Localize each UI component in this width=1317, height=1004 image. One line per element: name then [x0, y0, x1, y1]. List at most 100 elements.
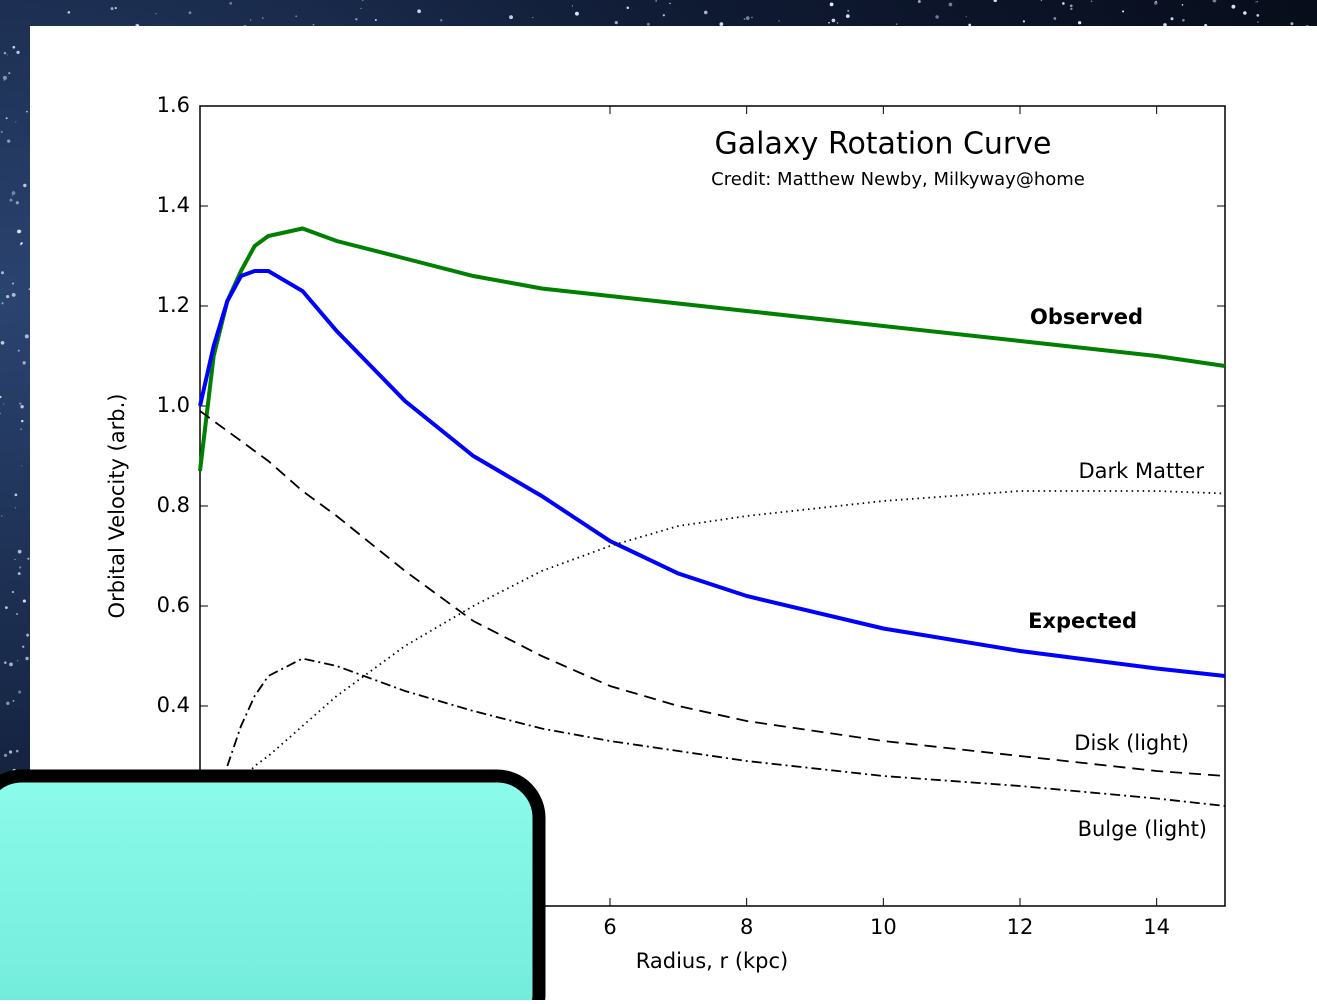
star [626, 6, 630, 10]
y-tick-label: 1.6 [157, 93, 190, 117]
star [509, 15, 513, 20]
star [1243, 11, 1247, 15]
x-tick-label: 14 [1143, 915, 1170, 939]
star [1, 271, 4, 275]
series-label: Dark Matter [1078, 459, 1204, 483]
star [778, 20, 780, 22]
star [26, 110, 28, 113]
star [20, 243, 22, 246]
star [6, 54, 8, 56]
star [646, 22, 650, 26]
star [19, 402, 22, 405]
star [662, 14, 665, 17]
star [360, 7, 362, 10]
star [968, 23, 972, 27]
star [1231, 4, 1236, 9]
star [15, 201, 19, 205]
star [1256, 13, 1260, 17]
y-tick-label: 0.4 [157, 693, 190, 717]
star [27, 557, 30, 560]
x-tick-label: 12 [1007, 915, 1034, 939]
star [374, 18, 377, 21]
star [17, 349, 20, 352]
star [1069, 4, 1073, 8]
star [845, 14, 850, 19]
star [155, 13, 157, 15]
star [16, 50, 20, 54]
star [1, 302, 4, 305]
star [11, 292, 16, 297]
plot-area: 0.4 0.6 0.8 1.0 1.2 1.4 1.6 6 8 10 12 14 Observed Exp… [157, 93, 1226, 939]
star [5, 117, 8, 120]
star [11, 191, 16, 195]
series-label: Expected [1028, 609, 1137, 633]
star [1090, 0, 1093, 3]
star [12, 45, 16, 49]
star [2, 75, 7, 80]
star [440, 19, 443, 22]
star [655, 0, 657, 2]
star [1077, 21, 1082, 25]
star [719, 22, 724, 26]
star [3, 403, 5, 405]
star [1255, 1, 1257, 3]
star [417, 9, 421, 14]
star [26, 633, 30, 637]
star [1022, 20, 1026, 23]
star [3, 753, 8, 757]
star [614, 21, 618, 25]
star [1170, 17, 1174, 21]
star [965, 16, 967, 18]
star [828, 21, 830, 24]
overlay-panel [0, 769, 546, 1004]
star [17, 572, 21, 576]
star [0, 412, 1, 415]
star [0, 130, 3, 133]
star [1122, 10, 1125, 13]
star [1182, 18, 1185, 22]
star [5, 295, 10, 299]
x-tick-label: 10 [870, 915, 897, 939]
star [669, 2, 671, 5]
star [571, 5, 574, 7]
star [831, 18, 836, 23]
star [21, 465, 23, 467]
star [1040, 0, 1043, 1]
star [743, 18, 746, 20]
y-tick-label: 0.8 [157, 493, 190, 517]
series-line [226, 657, 1226, 807]
star [262, 17, 264, 19]
star [22, 360, 26, 365]
star [0, 395, 2, 399]
star [18, 690, 22, 694]
star [8, 750, 13, 754]
star [17, 229, 21, 234]
star [0, 340, 5, 345]
star [895, 23, 898, 25]
series-label: Bulge (light) [1078, 817, 1207, 841]
star [1070, 7, 1073, 11]
star [751, 16, 753, 19]
star [836, 22, 839, 24]
star [67, 11, 71, 14]
series-line [198, 269, 1226, 678]
star [4, 661, 7, 664]
star [11, 590, 15, 594]
star [11, 195, 14, 197]
series-label: Observed [1030, 305, 1143, 329]
series-line [199, 410, 1226, 777]
star [355, 18, 358, 21]
y-tick-label: 1.4 [157, 193, 190, 217]
star [361, 0, 364, 2]
star [935, 15, 939, 19]
star [20, 428, 22, 430]
star [14, 493, 18, 497]
star [23, 183, 27, 188]
star [9, 662, 13, 667]
y-tick-label: 1.2 [157, 293, 190, 317]
star [20, 405, 24, 409]
y-tick-label: 1.0 [157, 393, 190, 417]
star [1212, 0, 1217, 3]
star [1155, 0, 1158, 3]
